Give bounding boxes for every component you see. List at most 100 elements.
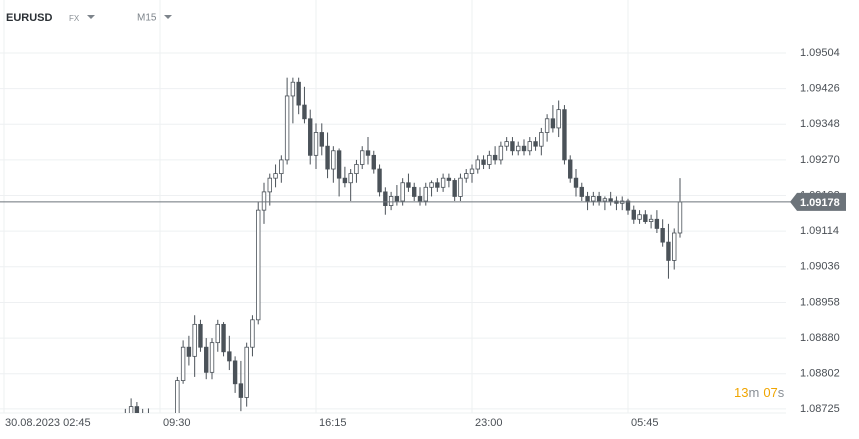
y-tick-label: 1.09504 <box>800 47 840 59</box>
candle-body <box>147 416 151 421</box>
countdown-seconds: 07 <box>763 385 777 400</box>
candle-body <box>124 415 128 418</box>
candle-body <box>371 154 376 170</box>
candle-body <box>244 346 249 398</box>
candle-body <box>336 150 342 179</box>
symbol-dropdown[interactable] <box>87 15 95 19</box>
candle-body <box>180 346 186 381</box>
candle-body <box>556 109 561 129</box>
candle-body <box>660 228 665 243</box>
interval[interactable]: M15 <box>137 13 157 24</box>
candle-body <box>475 159 480 170</box>
candle-body <box>417 196 423 202</box>
candle-body <box>648 218 654 222</box>
candle-body <box>539 132 544 147</box>
candle-body <box>186 346 192 357</box>
candle-body <box>308 118 313 156</box>
candle-body <box>209 342 215 373</box>
candle-body <box>302 104 307 120</box>
candle-body <box>631 209 636 220</box>
candle-body <box>175 380 180 413</box>
candle-body <box>377 168 382 193</box>
candle-body <box>492 154 498 161</box>
last-price-label: 1.09178 <box>800 197 840 209</box>
interval-dropdown[interactable] <box>164 15 172 19</box>
candle-body <box>313 132 319 156</box>
candle-body <box>400 182 405 202</box>
symbol[interactable]: EURUSD <box>6 12 53 24</box>
candle-body <box>573 177 579 188</box>
candle-body <box>550 118 556 129</box>
candle-body <box>354 164 359 175</box>
candle-body <box>250 319 255 348</box>
candle-body <box>591 196 596 202</box>
candle-body <box>487 154 492 165</box>
candle-body <box>516 145 521 152</box>
candle-body <box>504 141 509 147</box>
candle-body <box>677 201 683 234</box>
countdown-minutes-unit: m <box>748 385 759 400</box>
candle-body <box>544 118 550 133</box>
candle-body <box>602 198 608 202</box>
candle-body <box>232 360 238 385</box>
candle-body <box>464 173 469 179</box>
y-tick-label: 1.09348 <box>800 118 840 130</box>
candle-body <box>290 81 296 97</box>
candle-body <box>481 159 486 165</box>
candle-body <box>284 95 290 161</box>
candle-body <box>672 232 677 261</box>
y-tick-label: 1.08880 <box>800 332 840 344</box>
candle-body <box>452 180 457 197</box>
countdown: 13m 07s <box>734 385 785 400</box>
candle-body <box>469 168 475 175</box>
candle-body <box>192 323 197 357</box>
candle-body <box>198 323 203 348</box>
candle-body <box>342 177 348 184</box>
candle-body <box>637 214 642 220</box>
candle-body <box>406 182 411 188</box>
candle-body <box>158 425 162 427</box>
countdown-minutes: 13 <box>734 385 748 400</box>
candle-body <box>256 209 261 321</box>
grid <box>0 0 786 414</box>
candle-body <box>568 159 573 179</box>
candle-body <box>527 141 532 152</box>
y-tick-label: 1.09036 <box>800 261 840 273</box>
candle-body <box>227 351 232 362</box>
candle-body <box>319 132 324 147</box>
x-tick-label: 09:30 <box>163 417 191 429</box>
candle-body <box>596 196 602 202</box>
candle-body <box>585 196 590 202</box>
countdown-seconds-unit: s <box>778 385 785 400</box>
candle-body <box>134 406 140 413</box>
y-tick-label: 1.08802 <box>800 368 840 380</box>
market: FX <box>69 14 80 23</box>
candle-body <box>261 191 267 211</box>
candle-body <box>435 182 440 188</box>
candle-body <box>215 323 220 344</box>
candle-body <box>267 177 272 193</box>
candle-body <box>423 186 428 202</box>
candle-body <box>666 241 671 261</box>
candle-body <box>331 150 336 170</box>
candle-body <box>608 198 613 202</box>
candle-body <box>562 109 567 161</box>
candle-body <box>498 145 504 161</box>
candle-body <box>152 416 156 427</box>
x-tick-label: 05:45 <box>631 417 659 429</box>
candle-body <box>394 196 400 202</box>
candle-body <box>204 346 209 373</box>
x-tick-label: 23:00 <box>475 417 503 429</box>
candle-body <box>446 177 452 181</box>
candle-body <box>429 182 434 188</box>
y-tick-label: 1.09114 <box>800 225 839 237</box>
overlay: 1.095041.094261.093481.092701.091921.091… <box>0 47 846 429</box>
candle-body <box>296 81 301 106</box>
candle-body <box>521 145 527 152</box>
candle-body <box>279 159 284 175</box>
candle-body <box>654 218 660 229</box>
candle-body <box>325 145 330 170</box>
candle-body <box>458 177 463 197</box>
candle-body <box>440 177 446 188</box>
